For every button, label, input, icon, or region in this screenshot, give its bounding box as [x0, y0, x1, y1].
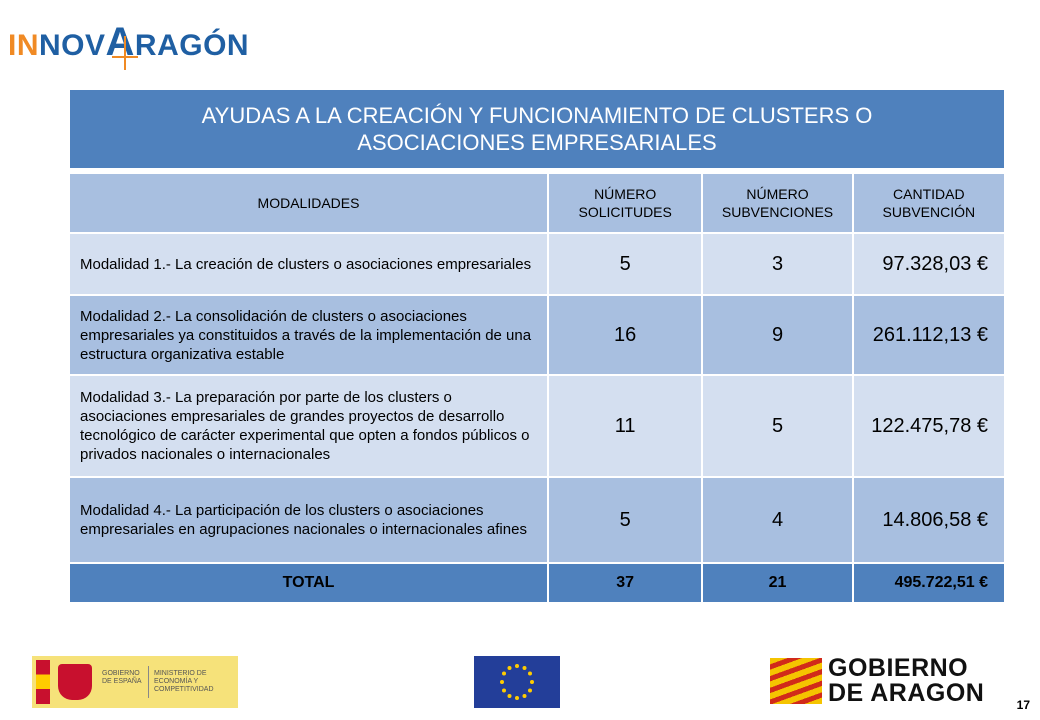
cantidad-cell: 97.328,03 €: [853, 234, 1004, 294]
cantidad-cell: 122.475,78 €: [853, 376, 1004, 476]
header-solicitudes: NÚMERO SOLICITUDES: [549, 174, 702, 232]
solicitudes-cell: 5: [549, 234, 702, 294]
ministerio-text: MINISTERIO DE ECONOMÍA Y COMPETITIVIDAD: [154, 670, 214, 693]
total-subvenciones: 21: [703, 564, 852, 602]
ministerio-logo: GOBIERNO DE ESPAÑA MINISTERIO DE ECONOMÍ…: [32, 656, 238, 708]
coat-of-arms-icon: [58, 664, 92, 700]
header-modalidades: MODALIDADES: [70, 174, 548, 232]
page-number: 17: [1016, 698, 1030, 712]
total-solicitudes: 37: [549, 564, 702, 602]
modalidad-cell: Modalidad 1.- La creación de clusters o …: [70, 234, 548, 294]
subvenciones-cell: 9: [703, 296, 852, 374]
de-aragon-text: DE ARAGON: [828, 679, 985, 707]
table-row: Modalidad 2.- La consolidación de cluste…: [70, 296, 1004, 374]
cantidad-cell: 14.806,58 €: [853, 478, 1004, 562]
logo-text-ragon: RAGÓN: [134, 29, 250, 62]
spain-flag-icon: [36, 660, 50, 704]
gobierno-aragon-logo: GOBIERNO DE ARAGON: [770, 656, 1010, 706]
ministerio-divider: [148, 666, 149, 698]
aragon-flag-icon: [770, 658, 822, 704]
logo-cross-horizontal: [112, 56, 138, 58]
gobierno-espana-text: GOBIERNO DE ESPAÑA: [102, 670, 142, 685]
header-cantidad: CANTIDAD SUBVENCIÓN: [853, 174, 1004, 232]
page-title: AYUDAS A LA CREACIÓN Y FUNCIONAMIENTO DE…: [201, 103, 873, 155]
logo-text-nov: NOV: [39, 29, 106, 62]
subvenciones-cell: 5: [703, 376, 852, 476]
gobierno-text: GOBIERNO: [828, 654, 969, 682]
solicitudes-cell: 16: [549, 296, 702, 374]
title-banner: AYUDAS A LA CREACIÓN Y FUNCIONAMIENTO DE…: [70, 90, 1004, 168]
header-subvenciones: NÚMERO SUBVENCIONES: [703, 174, 852, 232]
innovaragon-logo: INNOVARAGÓN: [8, 6, 268, 72]
table-row: Modalidad 3.- La preparación por parte d…: [70, 376, 1004, 476]
modalidad-cell: Modalidad 3.- La preparación por parte d…: [70, 376, 548, 476]
modalidad-cell: Modalidad 4.- La participación de los cl…: [70, 478, 548, 562]
clusters-table: MODALIDADES NÚMERO SOLICITUDES NÚMERO SU…: [68, 172, 1006, 604]
total-label: TOTAL: [70, 564, 548, 602]
table-row: Modalidad 1.- La creación de clusters o …: [70, 234, 1004, 294]
eu-stars-icon: [500, 664, 534, 700]
modalidad-cell: Modalidad 2.- La consolidación de cluste…: [70, 296, 548, 374]
eu-flag-icon: [474, 656, 560, 708]
subvenciones-cell: 3: [703, 234, 852, 294]
cantidad-cell: 261.112,13 €: [853, 296, 1004, 374]
logo-text-in: IN: [8, 29, 39, 62]
table-total-row: TOTAL 37 21 495.722,51 €: [70, 564, 1004, 602]
logo-cross-vertical: [124, 36, 126, 70]
solicitudes-cell: 11: [549, 376, 702, 476]
table-row: Modalidad 4.- La participación de los cl…: [70, 478, 1004, 562]
table-header-row: MODALIDADES NÚMERO SOLICITUDES NÚMERO SU…: [70, 174, 1004, 232]
total-cantidad: 495.722,51 €: [853, 564, 1004, 602]
solicitudes-cell: 5: [549, 478, 702, 562]
subvenciones-cell: 4: [703, 478, 852, 562]
